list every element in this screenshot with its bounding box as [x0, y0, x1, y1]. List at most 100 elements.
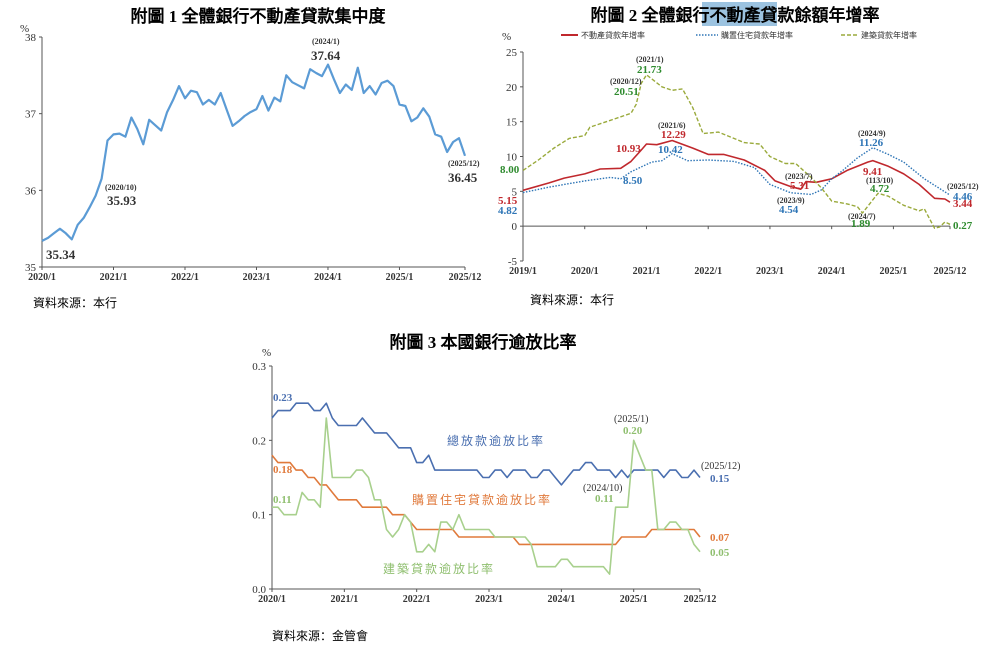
x-tick-label: 2020/1	[571, 266, 599, 277]
x-tick-label: 2025/1	[880, 266, 908, 277]
annotation-value: 0.18	[273, 464, 293, 476]
series-line-3	[522, 74, 951, 230]
series-label-housing: 購置住宅貸款逾放比率	[412, 492, 552, 507]
annotation-date: (2021/6)	[658, 121, 686, 130]
x-tick-label: 2021/1	[330, 594, 358, 605]
x-tick-label: 2023/1	[756, 266, 784, 277]
annotation-value: 8.50	[623, 175, 643, 187]
series-line-2	[271, 454, 701, 546]
y-tick-label: 5	[512, 186, 518, 198]
annotation-value: 35.93	[107, 193, 137, 208]
annotation-value: 11.26	[859, 137, 884, 149]
annotation-value: 0.20	[623, 425, 643, 437]
annotation-value: 0.05	[710, 547, 730, 559]
y-tick-label: 37	[25, 109, 37, 121]
x-tick-label: 2023/1	[475, 594, 503, 605]
chart-2-source: 資料來源：本行	[530, 293, 614, 307]
chart-2-plot: -5 0 5 10 15 20 25 2019/1 2020/1 2021/1 2022/1 2023…	[506, 47, 966, 277]
annotation-value: 8.00	[500, 164, 520, 176]
chart-2-annotations: 5.15 4.82 8.00 (2020/12) 20.51 (2021/1) …	[498, 55, 979, 232]
x-tick-label: 2025/1	[386, 272, 414, 283]
annotation-value: 12.29	[661, 129, 686, 141]
title-highlight	[702, 2, 777, 26]
series-line-2	[522, 146, 951, 196]
y-tick-label: 20	[506, 82, 518, 94]
chart-2-unit: %	[502, 31, 511, 43]
chart-2-legend: 不動產貸款年增率 購置住宅貸款年增率 建築貸款年增率	[561, 30, 917, 40]
series-line-1	[41, 63, 467, 242]
annotation-date: (2023/9)	[777, 196, 805, 205]
chart-3: 附圖 3 本國銀行逾放比率 % 0.0 0.1 0.2 0.3 2020/1 2021/1…	[252, 332, 740, 643]
annotation-date: (2025/12)	[701, 461, 740, 472]
x-tick-label: 2021/1	[633, 266, 661, 277]
series-line-1	[271, 402, 701, 486]
y-tick-label: 15	[506, 117, 518, 129]
x-tick-label: 2025/1	[620, 594, 648, 605]
annotation-value: 9.41	[863, 166, 882, 178]
annotation-value: 10.93	[616, 143, 641, 155]
x-tick-label: 2022/1	[403, 594, 431, 605]
chart-1-unit: %	[20, 23, 29, 35]
annotation-date: (2025/1)	[614, 414, 648, 425]
annotation-value: 0.11	[595, 493, 614, 505]
y-tick-label: 0.1	[252, 510, 266, 522]
legend-label: 不動產貸款年增率	[581, 30, 645, 40]
annotation-value: 4.46	[953, 191, 973, 203]
annotation-value: 10.42	[658, 144, 683, 156]
annotation-value: 3.44	[953, 198, 973, 210]
chart-1-plot: 35 36 37 38 2020/1 2021/1 2022/1 2023/1 2024/1 20…	[25, 32, 481, 283]
x-tick-label: 2021/1	[100, 272, 128, 283]
annotation-value: 5.31	[790, 180, 809, 192]
y-tick-label: 0.2	[252, 435, 266, 447]
x-tick-label: 2024/1	[547, 594, 575, 605]
annotation-value: 4.54	[779, 204, 799, 216]
annotation-value: 21.73	[637, 64, 662, 76]
series-line-3	[272, 417, 701, 575]
legend-label: 建築貸款年增率	[861, 30, 917, 40]
annotation-value: 0.27	[953, 220, 973, 232]
series-label-total: 總放款逾放比率	[447, 433, 545, 448]
annotation-date: (2024/1)	[312, 37, 340, 46]
annotation-value: 5.15	[498, 195, 518, 207]
x-tick-label: 2024/1	[818, 266, 846, 277]
y-tick-label: 0.3	[252, 361, 266, 373]
chart-2: 附圖 2 全體銀行不動產貸款餘額年增率 % 不動產貸款年增率 購置住宅貸款年增率…	[498, 2, 979, 307]
y-tick-label: 36	[25, 185, 37, 197]
annotation-date: (2024/10)	[583, 483, 622, 494]
chart-3-unit: %	[262, 347, 271, 359]
annotation-value: 1.89	[851, 218, 871, 230]
annotation-value: 4.82	[498, 205, 518, 217]
annotation-value: 37.64	[311, 48, 341, 63]
annotation-date: (2025/12)	[448, 159, 480, 168]
annotation-date: (113/10)	[866, 176, 893, 185]
legend-label: 購置住宅貸款年增率	[721, 30, 793, 40]
x-tick-label: 2019/1	[509, 266, 537, 277]
x-tick-label: 2020/1	[28, 272, 56, 283]
y-tick-label: 0	[512, 221, 518, 233]
annotation-value: 0.07	[710, 532, 730, 544]
x-tick-label: 2025/12	[684, 594, 717, 605]
series-line-1	[522, 139, 951, 203]
annotation-date: (2024/9)	[858, 129, 886, 138]
x-tick-label: 2024/1	[314, 272, 342, 283]
chart-3-title: 附圖 3 本國銀行逾放比率	[390, 332, 577, 352]
x-tick-label: 2025/12	[449, 272, 482, 283]
annotation-value: 35.34	[46, 247, 76, 262]
annotation-date: (2021/1)	[636, 55, 664, 64]
chart-1-title: 附圖 1 全體銀行不動產貸款集中度	[131, 6, 387, 26]
series-label-construction: 建築貸款逾放比率	[383, 561, 495, 576]
annotation-value: 0.11	[273, 494, 292, 506]
chart-1: 附圖 1 全體銀行不動產貸款集中度 % 35 36 37 38 2020/1 2021/1…	[20, 6, 481, 310]
chart-1-source: 資料來源：本行	[33, 296, 117, 310]
x-tick-label: 2025/12	[934, 266, 967, 277]
chart-3-source: 資料來源：金管會	[272, 628, 368, 643]
annotation-value: 20.51	[614, 86, 639, 98]
x-tick-label: 2020/1	[258, 594, 286, 605]
annotation-date: (2020/10)	[105, 183, 137, 192]
y-tick-label: 38	[25, 32, 37, 44]
x-tick-label: 2023/1	[243, 272, 271, 283]
x-tick-label: 2022/1	[171, 272, 199, 283]
chart-2-title: 附圖 2 全體銀行不動產貸款餘額年增率	[591, 5, 880, 25]
annotation-date: (2024/7)	[848, 212, 876, 221]
